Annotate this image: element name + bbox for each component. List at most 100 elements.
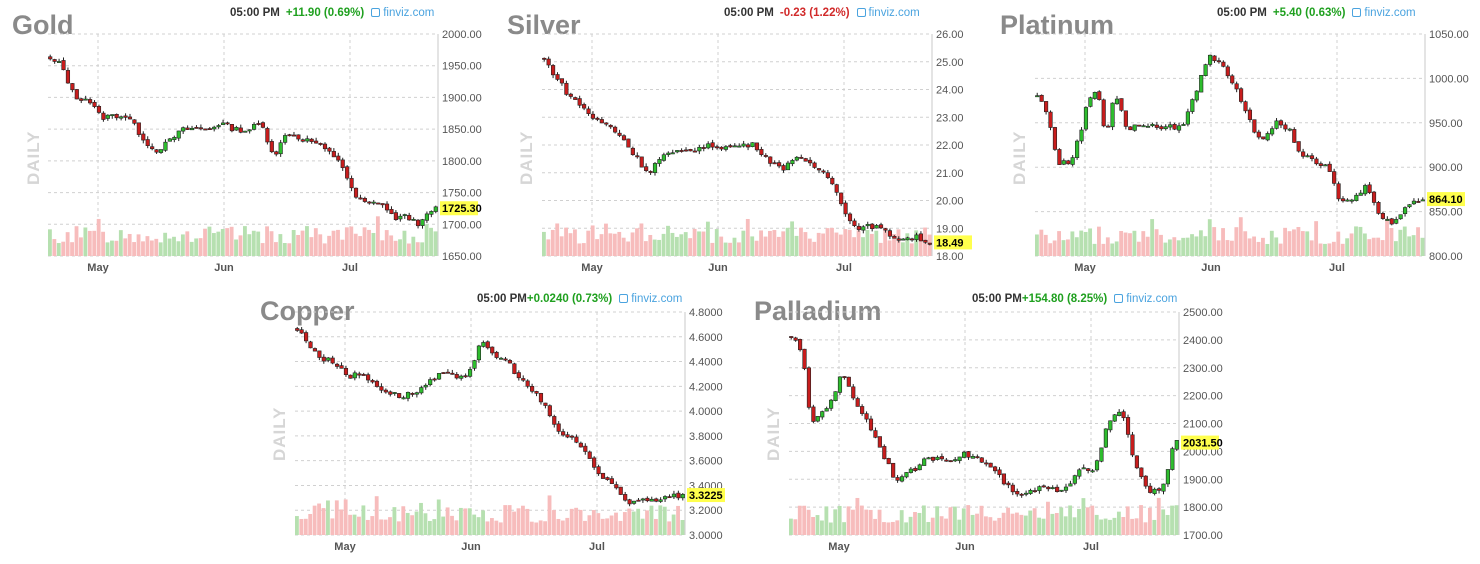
- candle-body: [212, 126, 217, 130]
- volume-bar: [61, 241, 66, 256]
- volume-bar: [282, 243, 287, 256]
- volume-bar: [899, 510, 904, 535]
- volume-bar: [1150, 219, 1155, 256]
- last-price-marker: [934, 235, 972, 250]
- volume-bar: [661, 233, 666, 256]
- source-link[interactable]: finviz.com: [383, 7, 435, 19]
- candle-body: [768, 156, 773, 164]
- volume-bar: [564, 227, 568, 256]
- volume-bar: [379, 519, 384, 535]
- volume-bar: [1327, 243, 1332, 256]
- volume-bar: [1212, 227, 1217, 256]
- volume-bar: [1225, 240, 1230, 256]
- candle-body: [658, 499, 663, 502]
- candle-body: [565, 434, 570, 438]
- volume-bar: [550, 229, 555, 256]
- volume-bar: [583, 520, 587, 535]
- candle-body: [993, 466, 998, 472]
- volume-bar: [1167, 239, 1172, 256]
- volume-bar: [728, 242, 732, 256]
- candle-body: [308, 341, 313, 349]
- volume-bar: [701, 231, 706, 256]
- volume-bar: [984, 516, 988, 535]
- volume-bar: [547, 495, 552, 535]
- volume-bar: [1108, 519, 1112, 535]
- volume-bar: [1125, 506, 1130, 535]
- finviz-logo-icon: [619, 294, 629, 303]
- finviz-logo-icon: [1352, 8, 1362, 17]
- candle-body: [371, 201, 376, 204]
- candle-body: [1323, 164, 1328, 167]
- candle-body: [661, 154, 666, 161]
- volume-bar: [789, 518, 793, 535]
- volume-bar: [101, 231, 106, 256]
- volume-bar: [1154, 229, 1159, 256]
- volume-bar: [458, 507, 463, 535]
- source-link[interactable]: finviz.com: [631, 293, 683, 305]
- candle-body: [278, 142, 283, 155]
- candle-body: [114, 113, 119, 119]
- candle-body: [830, 177, 835, 185]
- volume-bar: [498, 522, 503, 535]
- candle-body: [1420, 199, 1425, 202]
- candle-body: [1019, 493, 1024, 496]
- volume-bar: [1001, 512, 1006, 535]
- volume-bar: [313, 228, 318, 256]
- volume-bar: [463, 508, 468, 535]
- volume-bar: [371, 232, 376, 256]
- volume-bar: [127, 233, 132, 256]
- volume-bar: [1318, 243, 1323, 256]
- candle-body: [671, 493, 676, 498]
- candle-body: [1134, 455, 1139, 469]
- candle-body: [1083, 107, 1089, 130]
- volume-bar: [763, 236, 768, 256]
- volume-bar: [1147, 507, 1152, 535]
- candle-body: [772, 162, 777, 165]
- volume-bar: [358, 236, 363, 256]
- candle-body: [1394, 219, 1399, 224]
- volume-bar: [65, 232, 70, 256]
- candle-body: [882, 446, 887, 460]
- candle-body: [1145, 125, 1151, 128]
- candle-body: [1041, 485, 1046, 488]
- volume-bar: [935, 506, 940, 535]
- source-link[interactable]: finviz.com: [1364, 7, 1416, 19]
- candle-body: [874, 225, 879, 229]
- price-change: +154.80 (8.25%): [1021, 293, 1108, 305]
- candle-body: [1057, 149, 1062, 165]
- volume-bar: [145, 236, 150, 256]
- volume-bar: [847, 229, 852, 256]
- volume-bar: [163, 232, 168, 256]
- candle-body: [1106, 125, 1111, 128]
- candle-body: [852, 220, 857, 227]
- candle-body: [1097, 91, 1102, 100]
- volume-bar: [674, 236, 679, 256]
- source-link[interactable]: finviz.com: [1126, 293, 1178, 305]
- candle-body: [746, 144, 751, 148]
- volume-bar: [1203, 236, 1208, 256]
- candle-body: [935, 456, 940, 460]
- volume-bar: [367, 229, 371, 256]
- candle-body: [701, 147, 706, 149]
- candle-body: [141, 133, 146, 141]
- candle-body: [362, 198, 367, 202]
- palladium-chart-panel: Palladium 05:00 PM+154.80 (8.25%) finviz.…: [754, 293, 1232, 564]
- candle-body: [119, 116, 124, 119]
- candle-body: [732, 145, 737, 148]
- candle-body: [657, 159, 662, 164]
- volume-bar: [1043, 234, 1048, 256]
- candle-body: [361, 374, 366, 376]
- candle-body: [216, 125, 221, 128]
- x-tick-label: Jul: [1083, 541, 1099, 553]
- volume-bar: [666, 225, 670, 256]
- candle-body: [926, 457, 931, 460]
- source-link[interactable]: finviz.com: [868, 7, 920, 19]
- volume-bar: [639, 223, 644, 256]
- candle-body: [521, 378, 526, 381]
- candle-body: [821, 170, 826, 173]
- volume-bar: [1287, 231, 1292, 256]
- candle-body: [79, 98, 84, 101]
- candle-body: [225, 122, 230, 125]
- candle-body: [1075, 140, 1080, 158]
- candle-body: [252, 123, 257, 130]
